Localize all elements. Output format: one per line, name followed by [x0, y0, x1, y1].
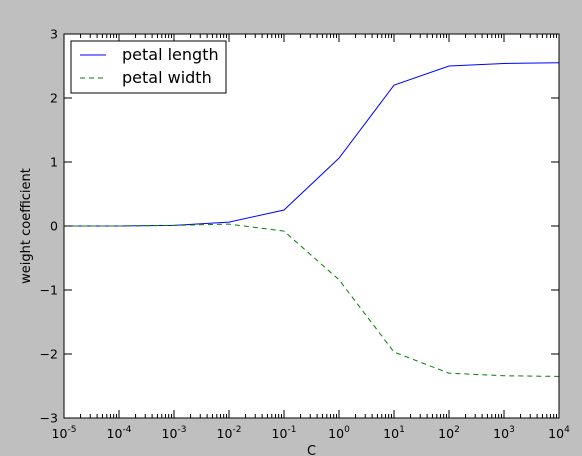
y-tick-label: 0 — [50, 219, 58, 234]
y-axis-label: weight coefficient — [19, 168, 34, 284]
x-tick-label: 101 — [383, 425, 405, 441]
y-tick-label: −3 — [40, 411, 58, 426]
x-tick-label: 10-3 — [162, 425, 187, 441]
series-layer — [64, 62, 560, 377]
x-tick-label: 102 — [438, 425, 460, 441]
x-tick-label: 10-4 — [107, 425, 132, 441]
legend-label-petal-length: petal length — [122, 45, 219, 64]
plot-frame — [63, 33, 560, 419]
ticks-layer: 10-5 10-4 10-3 10-2 10-1 100 101 102 103 104 3 2 1 0 −… — [40, 27, 571, 442]
legend-box — [70, 40, 227, 94]
x-tick-label: 10-2 — [217, 425, 242, 441]
y-tick-label: −2 — [40, 347, 58, 362]
x-tick-label: 10-5 — [52, 425, 77, 441]
x-tick-label: 10-1 — [272, 425, 297, 441]
y-tick-label: 3 — [50, 27, 58, 42]
x-tick-label: 103 — [493, 425, 515, 441]
legend-label-petal-width: petal width — [122, 68, 212, 87]
x-axis-label: C — [307, 444, 316, 456]
legend: petal length petal width — [70, 40, 227, 94]
x-tick-label: 100 — [328, 425, 350, 441]
y-tick-label: −1 — [40, 283, 58, 298]
y-tick-label: 2 — [50, 91, 58, 106]
x-tick-label: 104 — [548, 425, 570, 441]
y-tick-label: 1 — [50, 155, 58, 170]
series-line-petal-width — [64, 223, 560, 377]
